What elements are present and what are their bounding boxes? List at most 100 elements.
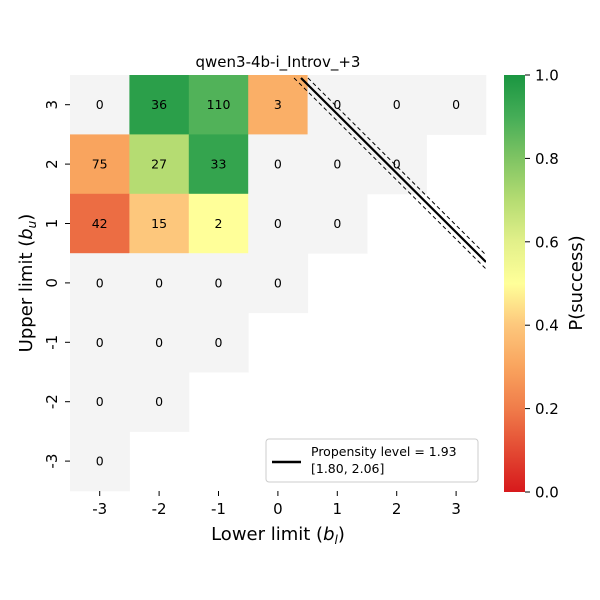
x-tick-label: -2 — [152, 500, 167, 518]
heatmap-cells — [70, 75, 487, 492]
cell-value-label: 0 — [274, 275, 282, 290]
cell-value-label: 0 — [333, 157, 341, 172]
heatmap-cell — [70, 431, 130, 492]
svg-text:Lower limit (bl): Lower limit (bl) — [211, 524, 345, 547]
legend-label: Propensity level = 1.93 — [311, 444, 457, 459]
cell-value-label: 110 — [207, 97, 231, 112]
cell-value-label: 42 — [92, 216, 108, 231]
y-tick-label: 0 — [43, 278, 61, 288]
cell-value-label: 0 — [333, 97, 341, 112]
y-axis-label-close: ) — [16, 214, 37, 221]
heatmap-cell — [188, 312, 249, 373]
heatmap-cell — [70, 253, 130, 314]
x-tick-label: -1 — [211, 500, 226, 518]
cell-value-label: 0 — [333, 216, 341, 231]
heatmap-cell — [248, 75, 309, 135]
colorbar-label: P(success) — [566, 235, 587, 330]
cell-value-label: 0 — [215, 335, 223, 350]
cell-value-label: 0 — [96, 335, 104, 350]
heatmap-cell — [129, 312, 190, 373]
legend-box — [265, 438, 479, 483]
heatmap-cell — [248, 134, 309, 195]
cell-value-label: 0 — [96, 454, 104, 469]
cell-value-label: 0 — [452, 97, 460, 112]
heatmap-cell — [307, 75, 368, 135]
colorbar-tick-label: 0.8 — [535, 150, 559, 168]
propensity-line — [300, 77, 486, 263]
cell-value-label: 0 — [393, 97, 401, 112]
y-tick-label: -2 — [43, 394, 61, 409]
heatmap-cell — [129, 253, 190, 314]
cell-value-label: 15 — [151, 216, 167, 231]
colorbar-tick-label: 0.4 — [535, 317, 559, 335]
heatmap-cell — [70, 312, 130, 373]
x-tick-label: 0 — [273, 500, 283, 518]
heatmap-cell — [129, 134, 190, 195]
heatmap-cell — [129, 372, 190, 432]
colorbar-tick-label: 0.6 — [535, 233, 559, 251]
heatmap-cell — [188, 253, 249, 314]
svg-text:Upper limit (bu): Upper limit (bu) — [16, 214, 39, 353]
cell-value-label: 27 — [151, 157, 167, 172]
chart-title: qwen3-4b-i_Introv_+3 — [196, 53, 361, 72]
heatmap-cell — [367, 75, 427, 135]
heatmap-cell — [248, 193, 309, 254]
heatmap-cell — [129, 193, 190, 254]
y-tick-label: 1 — [43, 219, 61, 229]
x-axis-label-subscript: l — [335, 533, 339, 547]
colorbar-tick-label: 0.2 — [535, 400, 559, 418]
heatmap-cell — [188, 75, 249, 135]
colorbar-ticks: 0.0 0.2 0.4 0.6 0.8 1.0 — [525, 67, 559, 502]
cell-value-label: 0 — [155, 335, 163, 350]
cell-value-label: 0 — [215, 275, 223, 290]
colorbar-tick-label: 1.0 — [535, 67, 559, 85]
cell-value-label: 2 — [215, 216, 223, 231]
heatmap-cell — [367, 134, 427, 195]
y-tick-label: -3 — [43, 454, 61, 469]
x-axis-label-symbol: b — [323, 524, 334, 545]
cell-value-label: 0 — [96, 275, 104, 290]
propensity-ci-lower-line — [293, 77, 486, 270]
y-tick-label: -1 — [43, 335, 61, 350]
heatmap-cell — [307, 134, 368, 195]
cell-value-label: 0 — [393, 157, 401, 172]
heatmap-cell — [188, 134, 249, 195]
x-axis-label: Lower limit (bl) — [211, 524, 345, 547]
heatmap-cell — [70, 372, 130, 432]
cell-value-label: 36 — [151, 97, 167, 112]
cell-value-label: 0 — [274, 157, 282, 172]
legend-ci-label: [1.80, 2.06] — [311, 461, 384, 476]
y-axis-label-subscript: u — [25, 220, 39, 228]
cell-value-label: 0 — [274, 216, 282, 231]
heatmap-cell — [70, 134, 130, 195]
x-tick-label: 1 — [333, 500, 343, 518]
y-axis-label-main: Upper limit ( — [16, 240, 37, 353]
legend: Propensity level = 1.93 [1.80, 2.06] — [265, 438, 479, 483]
x-axis-label-main: Lower limit ( — [211, 524, 323, 545]
cell-value-label: 3 — [274, 97, 282, 112]
y-tick-label: 2 — [43, 159, 61, 169]
x-tick-label: 3 — [451, 500, 461, 518]
y-axis-ticks: 3 2 1 0 -1 -2 -3 — [43, 100, 70, 469]
y-axis-label-symbol: b — [16, 228, 37, 239]
cell-value-label: 0 — [96, 394, 104, 409]
heatmap-cell — [70, 75, 130, 135]
colorbar: 0.0 0.2 0.4 0.6 0.8 1.0 P(success) — [504, 67, 587, 502]
heatmap-cell — [188, 193, 249, 254]
cell-value-label: 0 — [155, 394, 163, 409]
x-axis-label-close: ) — [338, 524, 345, 545]
cell-value-label: 75 — [92, 157, 108, 172]
y-axis-label: Upper limit (bu) — [16, 214, 39, 353]
cell-value-label: 33 — [211, 157, 227, 172]
heatmap-cell — [70, 193, 130, 254]
cell-value-label: 0 — [155, 275, 163, 290]
x-tick-label: 2 — [392, 500, 402, 518]
heatmap-cell — [426, 75, 487, 135]
y-tick-label: 3 — [43, 100, 61, 110]
heatmap-cell — [129, 75, 190, 135]
colorbar-gradient — [504, 75, 525, 492]
cell-labels: 0 36 110 3 0 0 0 75 27 33 0 0 0 42 15 2 0 0 0 0 0 0 0 0 0 0 0 0 — [92, 97, 460, 468]
x-axis-ticks: -3 -2 -1 0 1 2 3 — [92, 491, 461, 518]
heatmap-cell — [248, 253, 309, 314]
